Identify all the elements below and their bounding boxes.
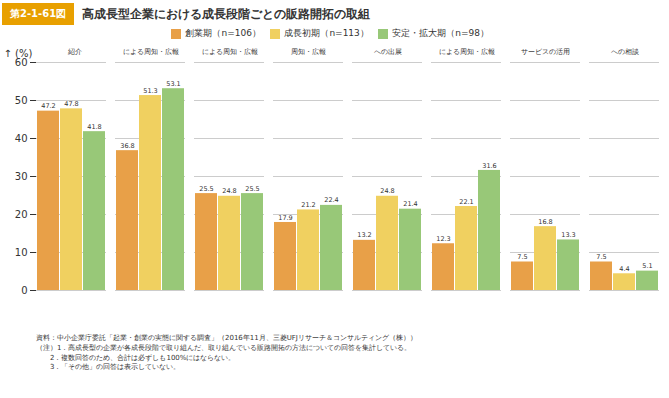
svg-text:13.2: 13.2 xyxy=(357,231,371,239)
svg-text:10: 10 xyxy=(15,247,28,258)
svg-text:7.5: 7.5 xyxy=(517,253,527,261)
svg-text:41.8: 41.8 xyxy=(87,123,101,131)
svg-text:商工会・商工会議所,公的支援機関への相談: 商工会・商工会議所,公的支援機関への相談 xyxy=(597,46,653,56)
svg-text:友人・知人・取引先等からの 紹介: 友人・知人・取引先等からの 紹介 xyxy=(47,46,96,56)
svg-text:4.4: 4.4 xyxy=(619,265,629,273)
html-text:安定・拡大期（n=98）: 安定・拡大期（n=98） xyxy=(392,28,489,39)
svg-text:24.8: 24.8 xyxy=(222,187,236,195)
svg-text:51.3: 51.3 xyxy=(143,87,157,95)
html-text:第2-1-61図: 第2-1-61図 xyxy=(10,8,67,19)
svg-text:7.5: 7.5 xyxy=(596,253,606,261)
svg-text:13.3: 13.3 xyxy=(561,231,575,239)
svg-text:↑ (%): ↑ (%) xyxy=(4,48,33,59)
html-text:資料：中小企業庁委託「起業・創業の実態に関する調査」（201: 資料：中小企業庁委託「起業・創業の実態に関する調査」（2016年11月、三菱UF… xyxy=(36,334,417,372)
svg-text:民間企業,公的機関等の提供するビジネスマッチングサービスの活: 民間企業,公的機関等の提供するビジネスマッチングサービスの活用 xyxy=(514,46,578,56)
svg-text:業界紙やフリーペーパー等による周知・広報: 業界紙やフリーペーパー等による周知・広報 xyxy=(281,46,337,56)
svg-text:50: 50 xyxy=(15,95,28,106)
svg-text:20: 20 xyxy=(15,209,28,220)
html-text:高成長型企業における成長段階ごとの販路開拓の取組: 高成長型企業における成長段階ごとの販路開拓の取組 xyxy=(82,6,371,21)
svg-text:0: 0 xyxy=(21,285,27,296)
svg-text:22.4: 22.4 xyxy=(324,196,338,204)
svg-text:25.5: 25.5 xyxy=(245,185,259,193)
svg-text:インターネット,新聞,テレビ等による周知・広報: インターネット,新聞,テレビ等による周知・広報 xyxy=(123,46,179,56)
svg-text:16.8: 16.8 xyxy=(538,218,552,226)
svg-text:30: 30 xyxy=(15,171,28,182)
svg-text:22.1: 22.1 xyxy=(459,198,473,206)
svg-text:12.3: 12.3 xyxy=(436,235,450,243)
svg-text:24.8: 24.8 xyxy=(380,187,394,195)
svg-text:5.1: 5.1 xyxy=(642,262,652,270)
svg-text:47.2: 47.2 xyxy=(41,102,55,110)
svg-text:53.1: 53.1 xyxy=(166,80,180,88)
svg-text:展示会・イベント等への出展: 展示会・イベント等への出展 xyxy=(356,46,419,56)
svg-text:ソーシャル・ネットワーキング・サービスによる周知・広報: ソーシャル・ネットワーキング・サービスによる周知・広報 xyxy=(432,46,502,56)
svg-text:17.9: 17.9 xyxy=(278,214,292,222)
svg-text:47.8: 47.8 xyxy=(64,100,78,108)
svg-text:25.5: 25.5 xyxy=(199,185,213,193)
svg-text:21.4: 21.4 xyxy=(403,200,417,208)
svg-text:40: 40 xyxy=(15,133,28,144)
svg-text:36.8: 36.8 xyxy=(120,142,134,150)
html-text:創業期（n=106）: 創業期（n=106） xyxy=(185,28,261,39)
svg-text:31.6: 31.6 xyxy=(482,162,496,170)
html-text:成長初期（n=113）: 成長初期（n=113） xyxy=(284,28,369,39)
svg-text:21.2: 21.2 xyxy=(301,201,315,209)
svg-text:60: 60 xyxy=(14,56,28,68)
svg-text:チラシのポスティング,ダイレクトメールによる周知・広報: チラシのポスティング,ダイレクトメールによる周知・広報 xyxy=(197,46,262,56)
